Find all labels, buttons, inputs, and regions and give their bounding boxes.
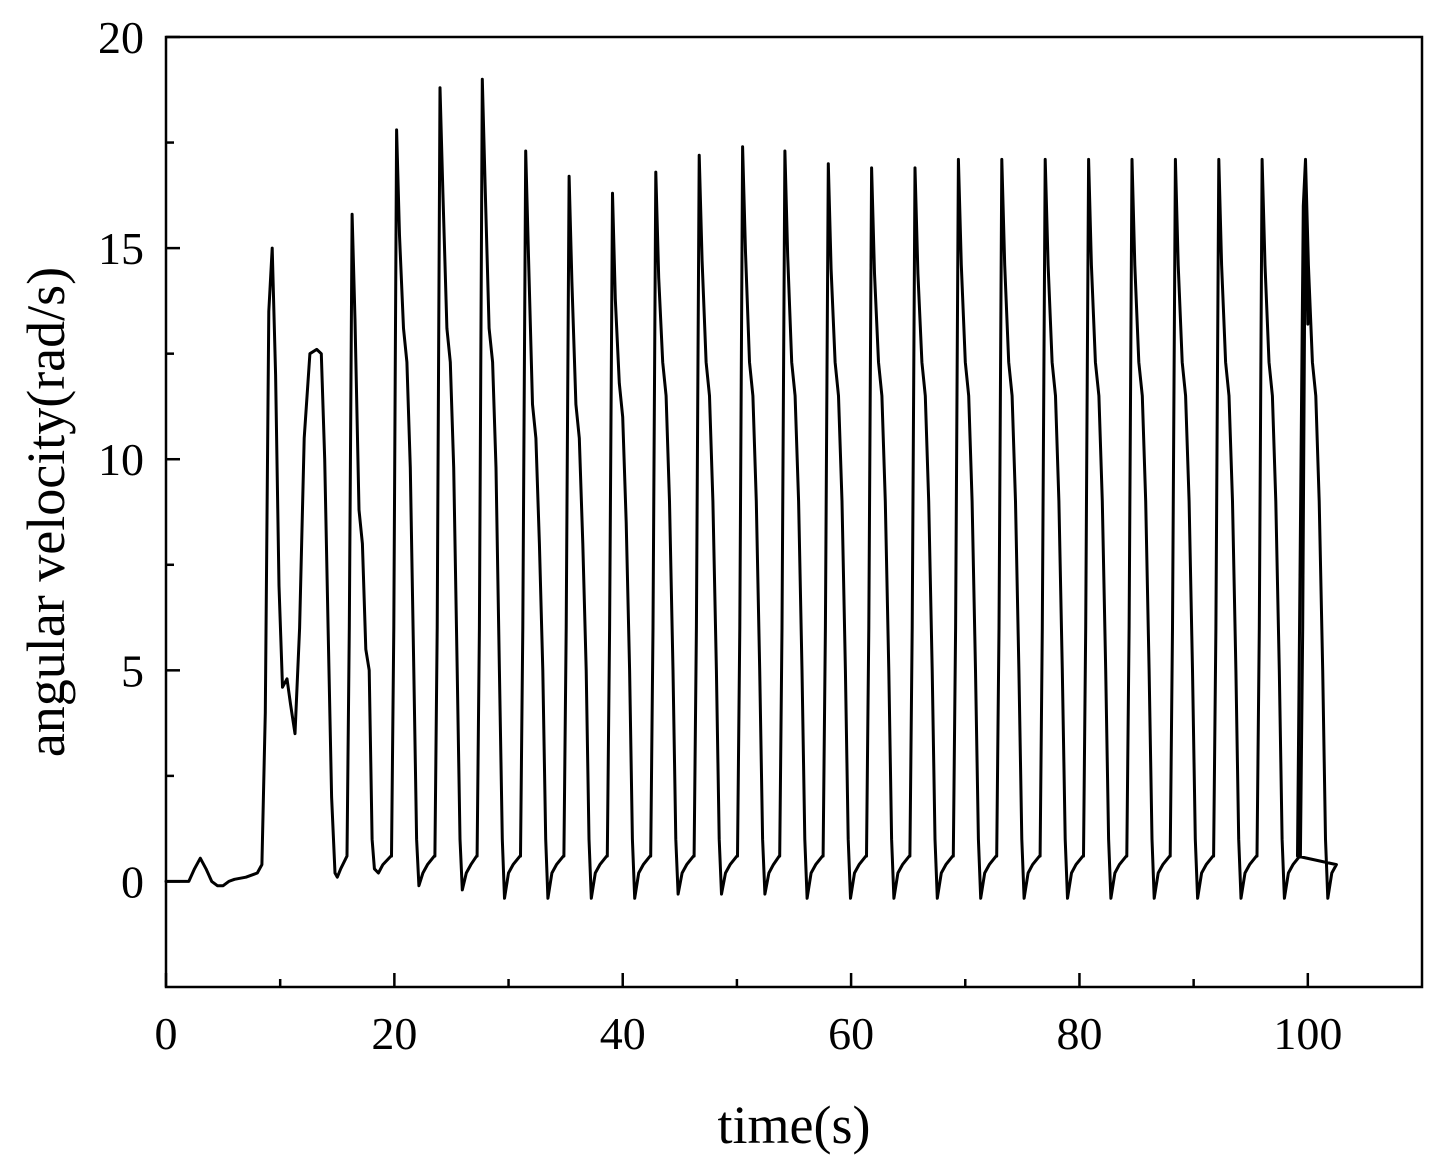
x-tick-label: 40 bbox=[600, 1008, 646, 1059]
y-tick-label: 0 bbox=[121, 856, 144, 907]
y-axis-title: angular velocity(rad/s) bbox=[16, 267, 76, 757]
x-axis-title: time(s) bbox=[718, 1095, 871, 1155]
y-tick-label: 5 bbox=[121, 645, 144, 696]
x-tick-label: 20 bbox=[371, 1008, 417, 1059]
x-tick-label: 80 bbox=[1056, 1008, 1102, 1059]
x-tick-label: 100 bbox=[1273, 1008, 1342, 1059]
y-tick-label: 15 bbox=[98, 223, 144, 274]
tick-labels: 0 20 40 60 80 100 0 5 10 15 20 bbox=[98, 12, 1342, 1059]
plot-frame bbox=[164, 35, 1424, 989]
x-tick-label: 0 bbox=[155, 1008, 178, 1059]
x-tick-label: 60 bbox=[828, 1008, 874, 1059]
y-tick-label: 20 bbox=[98, 12, 144, 63]
series-line bbox=[164, 77, 1338, 900]
y-tick-label: 10 bbox=[98, 434, 144, 485]
